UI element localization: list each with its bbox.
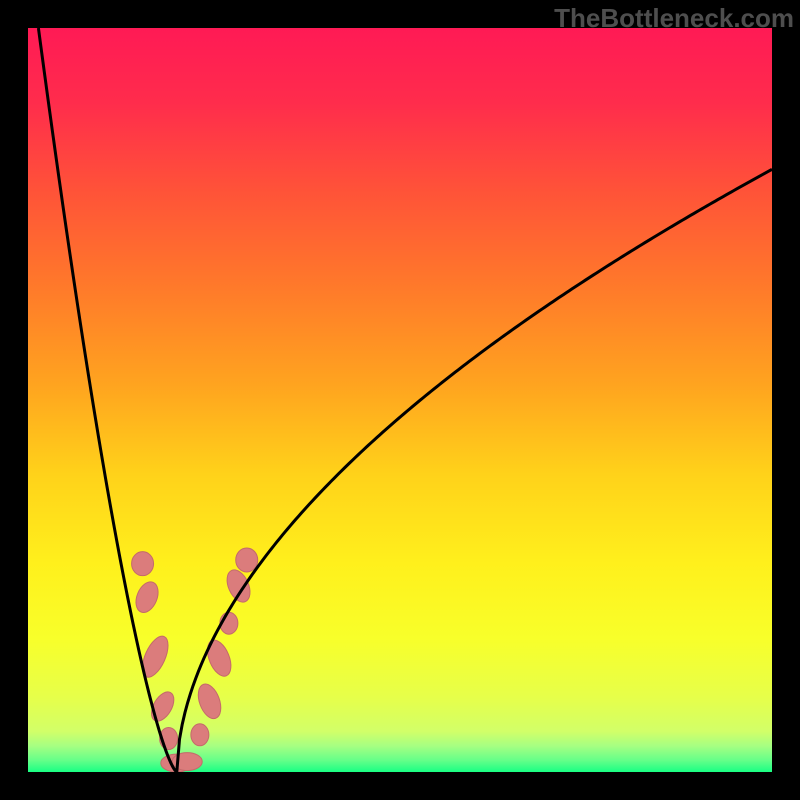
curve-marker bbox=[132, 552, 154, 576]
figure-root: TheBottleneck.com bbox=[0, 0, 800, 800]
watermark-text: TheBottleneck.com bbox=[554, 3, 794, 34]
plot-area bbox=[28, 28, 772, 772]
plot-svg bbox=[28, 28, 772, 772]
curve-marker bbox=[191, 724, 209, 746]
curve-marker bbox=[236, 548, 258, 572]
